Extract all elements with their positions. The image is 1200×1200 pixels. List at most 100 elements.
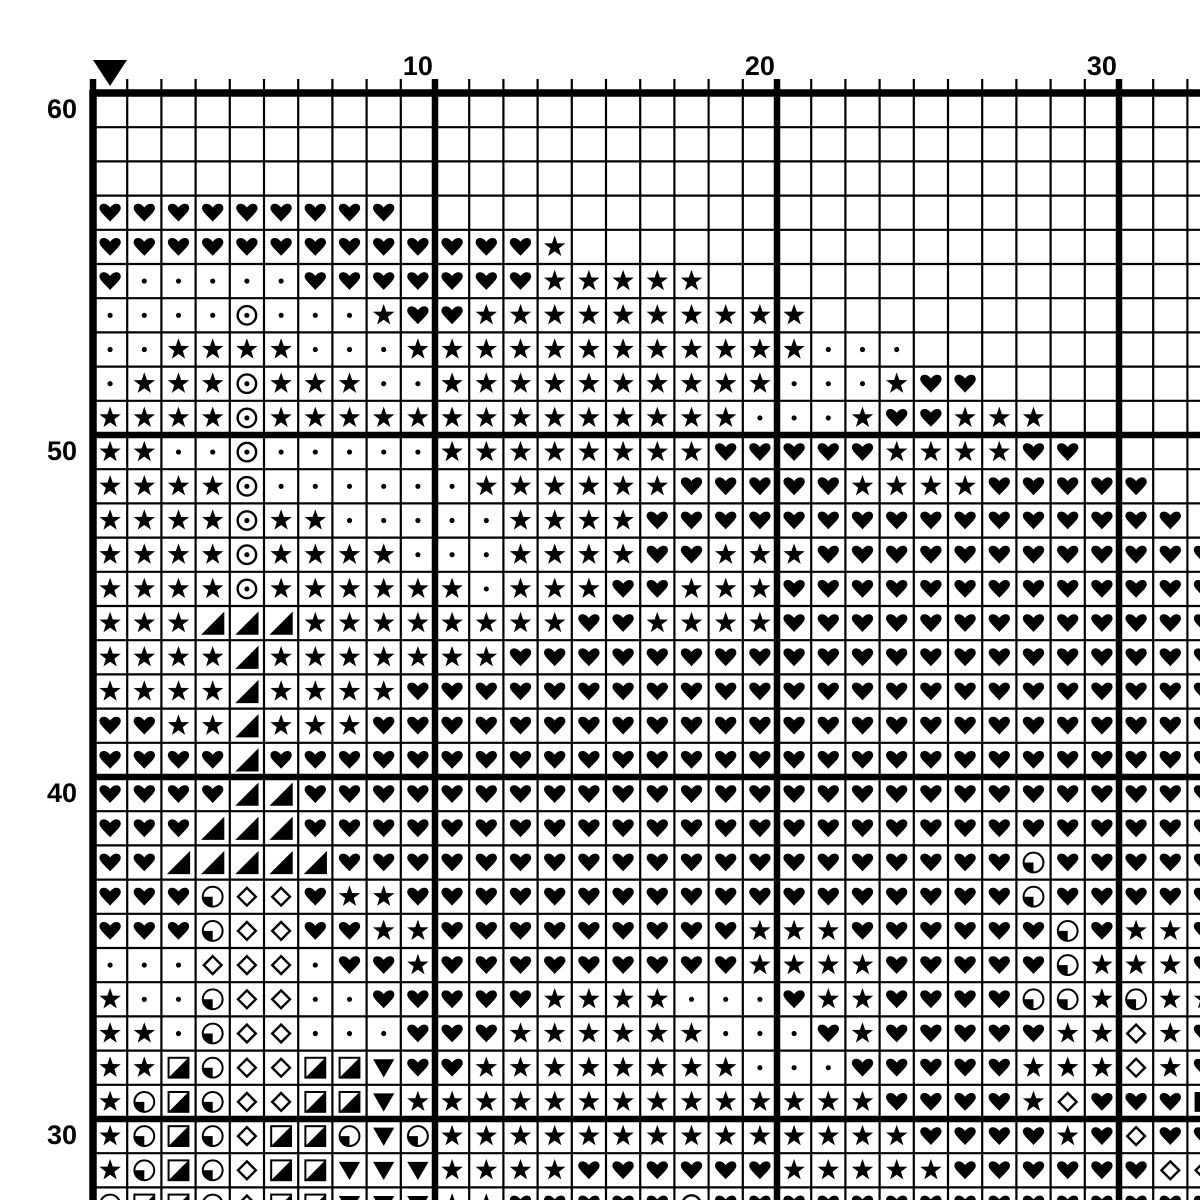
cell-symbol-star — [680, 1022, 703, 1043]
cell-symbol-heart — [817, 579, 839, 598]
cell-symbol-heart — [407, 682, 429, 701]
cell-symbol-pie_q — [1022, 988, 1045, 1011]
cell-symbol-star — [167, 714, 190, 735]
cell-symbol-heart — [783, 511, 805, 530]
cell-symbol-star — [612, 1124, 634, 1146]
cell-symbol-heart — [1159, 785, 1181, 803]
cell-symbol-heart — [612, 716, 634, 735]
cell-symbol-star — [578, 372, 600, 393]
cell-symbol-star — [578, 577, 600, 599]
cell-symbol-sq_diag — [304, 1159, 327, 1182]
cell-symbol-heart — [304, 272, 326, 290]
cell-symbol-heart — [373, 272, 395, 290]
cell-symbol-heart — [851, 819, 874, 838]
column-label-20: 20 — [744, 51, 775, 81]
cell-symbol-star — [133, 475, 156, 496]
cell-symbol-diamond — [202, 954, 224, 976]
cell-symbol-heart — [373, 203, 395, 222]
cell-symbol-heart — [920, 648, 942, 667]
cell-symbol-star — [167, 338, 190, 359]
cell-symbol-star — [851, 1022, 874, 1043]
cell-symbol-star — [475, 1056, 498, 1077]
cell-symbol-heart — [373, 819, 395, 838]
cell-symbol-heart — [236, 237, 258, 256]
cell-symbol-star — [646, 988, 669, 1009]
cell-symbol-heart — [1193, 922, 1200, 936]
cell-symbol-star — [509, 611, 532, 633]
cell-symbol-heart — [612, 853, 634, 872]
cell-symbol-star — [509, 1056, 532, 1077]
cell-symbol-heart — [338, 785, 361, 803]
cell-symbol-sq_diag — [270, 1193, 293, 1200]
cell-symbol-dot — [175, 1030, 182, 1037]
cell-symbol-star — [133, 646, 156, 667]
cell-symbol-heart — [578, 682, 600, 701]
cell-symbol-pie_q — [100, 1193, 121, 1200]
cell-symbol-star — [954, 406, 976, 428]
cell-symbol-dot — [278, 449, 284, 455]
cell-symbol-star — [167, 475, 190, 496]
cell-symbol-heart — [1022, 614, 1045, 632]
cell-symbol-dot — [346, 1030, 353, 1037]
cell-symbol-heart — [133, 921, 155, 940]
cell-symbol-star — [304, 406, 327, 428]
cell-symbol-star — [612, 1056, 634, 1077]
cell-symbol-pie_q — [1022, 851, 1045, 874]
cell-symbol-heart — [920, 682, 942, 701]
cell-symbol-tri_down — [407, 1196, 429, 1200]
cell-symbol-heart — [509, 990, 532, 1009]
cell-symbol-heart — [988, 819, 1010, 838]
cell-symbol-heart — [1057, 648, 1079, 667]
cell-symbol-star — [236, 338, 258, 359]
cell-symbol-star — [99, 646, 121, 667]
cell-symbol-heart — [680, 545, 703, 564]
cell-symbol-heart — [1091, 648, 1113, 667]
cell-symbol-star — [338, 680, 361, 701]
cell-symbol-heart — [749, 443, 771, 461]
cell-symbol-heart — [715, 819, 737, 838]
cell-symbol-heart — [1193, 1058, 1200, 1072]
cell-symbol-pie_q — [1056, 988, 1079, 1011]
cell-symbol-heart — [1057, 682, 1079, 701]
cell-symbol-dot — [141, 312, 147, 318]
cell-symbol-diamond — [236, 1091, 258, 1113]
cell-symbol-star — [817, 1159, 840, 1180]
cell-symbol-dot — [312, 962, 318, 968]
cell-symbol-dot — [415, 552, 421, 558]
cell-symbol-diamond — [1125, 1057, 1147, 1079]
cell-symbol-circledot — [682, 1194, 701, 1200]
cell-symbol-pie_q — [201, 1125, 224, 1148]
cell-symbol-heart — [954, 682, 976, 701]
cell-symbol-heart — [954, 1161, 976, 1180]
cell-symbol-heart — [612, 785, 634, 803]
cell-symbol-star — [646, 269, 669, 291]
cell-symbol-star — [749, 611, 771, 633]
cell-symbol-star — [99, 1090, 121, 1112]
cell-symbol-heart — [133, 819, 155, 838]
cell-symbol-dot — [825, 346, 831, 353]
cell-symbol-star — [680, 440, 703, 462]
cell-symbol-heart — [373, 956, 395, 974]
cell-symbol-heart — [612, 921, 634, 940]
cell-symbol-dot — [859, 381, 866, 387]
cell-symbol-pie_q — [201, 919, 224, 942]
cell-symbol-star — [133, 440, 156, 462]
cell-symbol-star — [441, 611, 463, 633]
cell-symbol-heart — [680, 1161, 703, 1180]
cell-symbol-dot — [312, 312, 318, 318]
cell-symbol-heart — [612, 1195, 634, 1200]
cell-symbol-pie_q — [201, 988, 224, 1011]
cell-symbol-star — [680, 269, 703, 291]
cell-symbol-heart — [1057, 1161, 1079, 1180]
cell-symbol-heart — [1193, 716, 1200, 730]
cell-symbol-heart — [1091, 1195, 1113, 1200]
cell-symbol-heart — [99, 785, 121, 803]
cell-symbol-star — [167, 680, 190, 701]
cell-symbol-heart — [715, 750, 737, 769]
cell-symbol-heart — [1091, 545, 1113, 564]
cell-symbol-heart — [851, 443, 874, 461]
cell-symbol-heart — [851, 887, 874, 906]
cell-symbol-star — [338, 577, 361, 599]
cell-symbol-star — [304, 509, 327, 530]
